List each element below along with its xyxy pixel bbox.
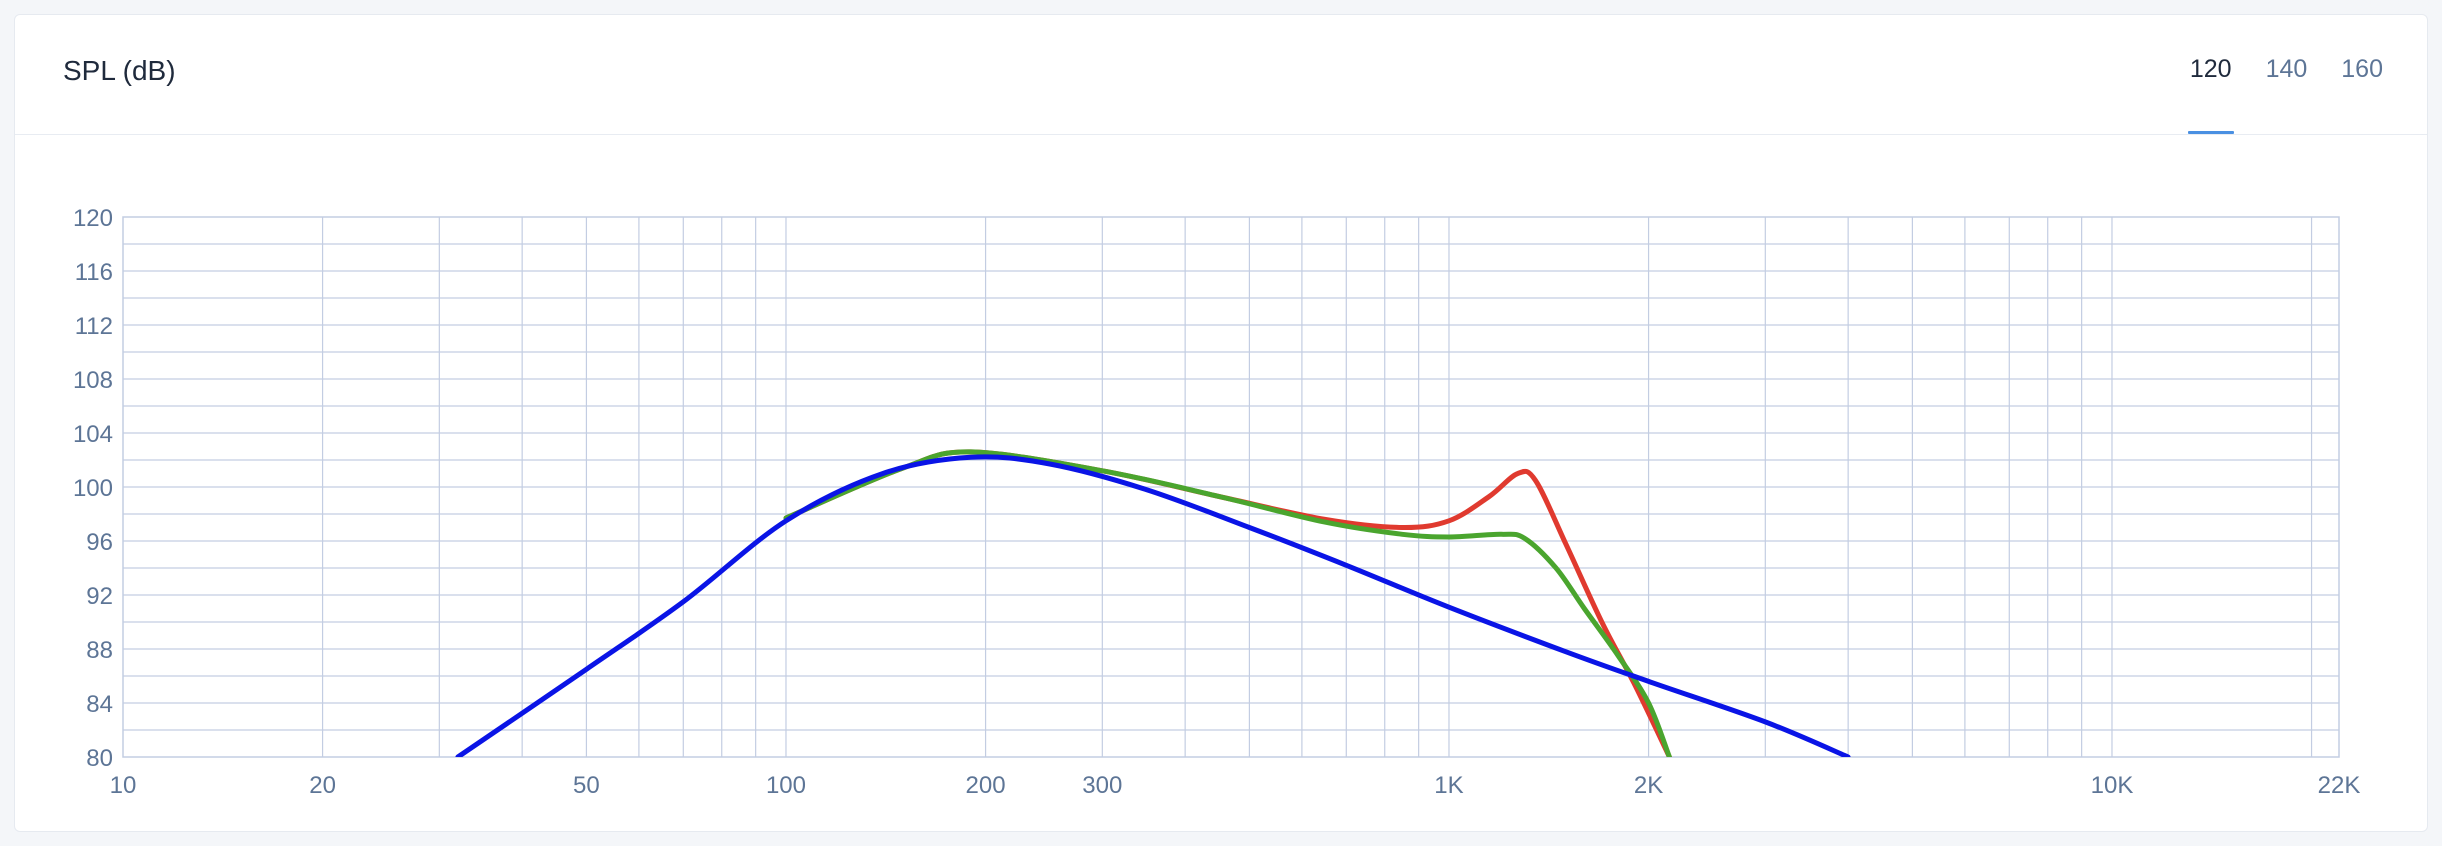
x-tick-label: 1K bbox=[1434, 772, 1463, 799]
x-tick-label: 50 bbox=[573, 772, 600, 799]
tab-label: 140 bbox=[2265, 55, 2308, 83]
x-tick-label: 100 bbox=[766, 772, 806, 799]
x-tick-label: 10K bbox=[2091, 772, 2134, 799]
x-tick-label: 200 bbox=[966, 772, 1006, 799]
tab-label: 120 bbox=[2189, 55, 2232, 83]
x-tick-label: 2K bbox=[1634, 772, 1663, 799]
series-line-2 bbox=[455, 454, 1851, 757]
x-tick-label: 300 bbox=[1082, 772, 1122, 799]
tab-active-indicator bbox=[2187, 131, 2234, 134]
spl-range-tabs: 120 140 160 bbox=[2156, 55, 2383, 134]
tab-140[interactable]: 140 bbox=[2266, 55, 2308, 84]
y-tick-label: 116 bbox=[75, 259, 113, 286]
y-tick-label: 104 bbox=[73, 421, 113, 448]
tab-120[interactable]: 120 bbox=[2187, 55, 2234, 134]
series-line-1 bbox=[783, 449, 1672, 757]
y-tick-label: 88 bbox=[86, 637, 113, 664]
tab-label: 160 bbox=[2341, 55, 2383, 83]
y-tick-label: 80 bbox=[86, 745, 113, 772]
tab-160[interactable]: 160 bbox=[2341, 55, 2383, 84]
x-tick-label: 20 bbox=[309, 772, 336, 799]
y-tick-label: 112 bbox=[75, 313, 113, 340]
y-tick-label: 100 bbox=[73, 475, 113, 502]
card-title: SPL (dB) bbox=[63, 55, 176, 86]
y-tick-label: 120 bbox=[73, 205, 113, 232]
spl-card: SPL (dB) 120 140 160 80 84 88 92 96 100 104 108… bbox=[14, 14, 2428, 832]
spl-chart: 80 84 88 92 96 100 104 108 112 116 120 10 20 50 100 200… bbox=[73, 205, 2361, 799]
x-tick-label: 10 bbox=[110, 772, 137, 799]
y-tick-label: 84 bbox=[86, 691, 113, 718]
y-tick-label: 108 bbox=[73, 367, 113, 394]
chart-area: 80 84 88 92 96 100 104 108 112 116 120 10 20 50 100 200… bbox=[15, 135, 2429, 833]
card-header: SPL (dB) 120 140 160 bbox=[15, 15, 2427, 135]
y-tick-label: 92 bbox=[86, 583, 113, 610]
y-tick-label: 96 bbox=[86, 529, 113, 556]
x-tick-label: 22K bbox=[2318, 772, 2361, 799]
